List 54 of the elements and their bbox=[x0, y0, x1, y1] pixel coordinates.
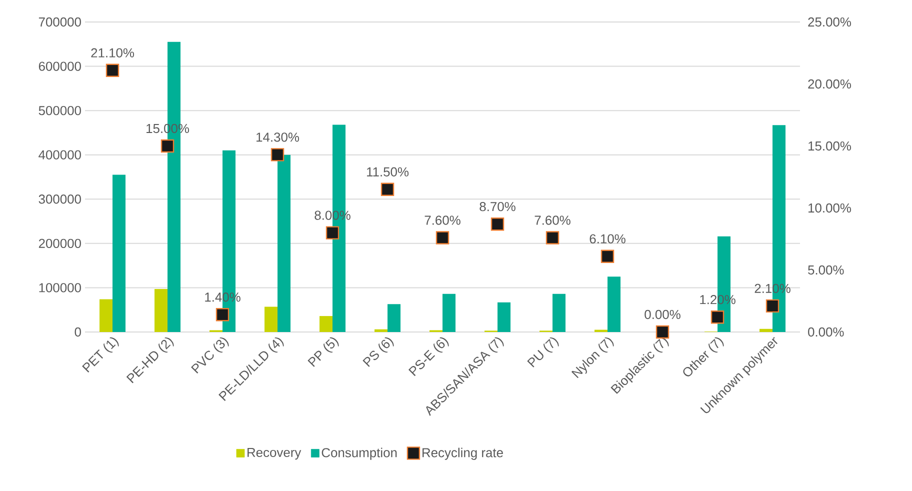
point bbox=[106, 64, 120, 77]
point bbox=[490, 218, 504, 231]
point bbox=[436, 231, 450, 244]
x-tick-label: PU (7) bbox=[527, 337, 559, 368]
y2-tick-label: 20.00% bbox=[808, 79, 851, 89]
bar bbox=[100, 299, 113, 332]
y-tick-label: 700000 bbox=[38, 17, 81, 27]
data-label: 6.10% bbox=[590, 234, 626, 244]
point bbox=[270, 148, 284, 162]
x-tick-label: PP (5) bbox=[308, 337, 339, 367]
y-tick-label: 300000 bbox=[38, 194, 81, 204]
y-tick-label: 100000 bbox=[39, 283, 81, 292]
data-label: 7.60% bbox=[424, 216, 460, 225]
y-tick-label: 200000 bbox=[38, 238, 81, 248]
bar bbox=[498, 302, 511, 332]
x-tick-label: PS (6) bbox=[362, 337, 394, 367]
point bbox=[710, 310, 724, 324]
y-tick-label: 400000 bbox=[38, 150, 81, 160]
bar bbox=[442, 294, 456, 332]
bar bbox=[552, 294, 566, 332]
bar bbox=[264, 306, 278, 332]
y2-tick-label: 10.00% bbox=[808, 203, 851, 213]
point bbox=[380, 182, 394, 196]
point bbox=[326, 226, 340, 240]
bar bbox=[154, 289, 168, 332]
data-label: 0.00% bbox=[644, 310, 680, 320]
data-label: 8.70% bbox=[480, 202, 516, 212]
point bbox=[766, 299, 780, 313]
data-label: 14.30% bbox=[256, 132, 300, 142]
data-label: 21.10% bbox=[91, 48, 134, 58]
legend-label: Consumption bbox=[322, 448, 397, 460]
bar bbox=[112, 174, 126, 332]
y-tick-label: 500000 bbox=[38, 106, 81, 116]
legend-label: Recovery bbox=[248, 448, 302, 460]
bar bbox=[374, 329, 388, 332]
bar bbox=[388, 304, 401, 332]
point bbox=[656, 325, 670, 339]
data-label: 7.60% bbox=[534, 216, 570, 225]
legend-label: Recycling rate bbox=[422, 448, 503, 460]
point bbox=[216, 308, 230, 322]
bar bbox=[320, 316, 333, 332]
y-tick-label: 600000 bbox=[38, 62, 81, 71]
point bbox=[160, 139, 174, 153]
bar bbox=[608, 276, 621, 332]
bar bbox=[278, 154, 291, 332]
y2-tick-label: 25.00% bbox=[808, 17, 851, 27]
bar bbox=[760, 328, 773, 332]
y-tick-label: 0 bbox=[74, 327, 81, 337]
y2-tick-label: 15.00% bbox=[808, 141, 851, 151]
y2-tick-label: 0.00% bbox=[808, 327, 844, 337]
point bbox=[600, 250, 614, 263]
data-label: 11.50% bbox=[367, 167, 409, 176]
point bbox=[546, 231, 560, 244]
y2-tick-label: 5.00% bbox=[808, 265, 844, 275]
